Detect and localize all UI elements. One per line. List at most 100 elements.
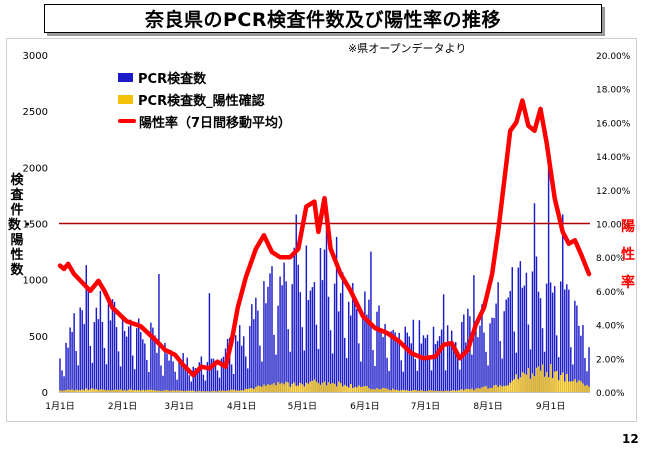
- tests-bar: [566, 284, 568, 392]
- y-right-tick-label: 16.00%: [596, 119, 631, 129]
- tests-bar: [301, 327, 304, 392]
- positives-bar: [384, 388, 386, 392]
- tests-bar: [317, 348, 320, 392]
- tests-bar: [129, 319, 132, 392]
- positives-bar: [265, 385, 267, 392]
- tests-bar: [71, 331, 73, 392]
- tests-bar: [184, 367, 186, 392]
- tests-bar: [523, 285, 526, 392]
- tests-bar: [551, 292, 554, 392]
- positives-bar: [184, 391, 186, 392]
- positives-bar: [315, 381, 318, 392]
- tests-bar: [574, 300, 576, 392]
- positives-bar: [430, 390, 433, 392]
- positives-bar: [442, 391, 445, 392]
- tests-bar: [511, 267, 513, 392]
- tests-bar: [416, 370, 419, 392]
- tests-bar: [287, 329, 289, 392]
- positives-bar: [202, 391, 205, 392]
- positives-bar: [71, 389, 73, 392]
- positives-bar: [140, 390, 142, 392]
- tests-bar: [174, 371, 176, 392]
- legend-swatch-positives: [118, 94, 133, 104]
- positives-bar: [216, 391, 219, 392]
- positives-bar: [426, 390, 429, 392]
- tests-bar: [222, 356, 225, 392]
- positives-bar: [515, 374, 518, 392]
- positives-bar: [531, 373, 534, 392]
- legend: PCR検査数 PCR検査数_陽性確認 陽性率（7日間移動平均）: [118, 66, 291, 132]
- legend-label-positives: PCR検査数_陽性確認: [138, 93, 265, 109]
- legend-entry-positives: PCR検査数_陽性確認: [118, 88, 291, 110]
- x-tick-label: 2月1日: [108, 401, 137, 412]
- positives-bar: [267, 384, 269, 392]
- tests-bar: [136, 328, 138, 392]
- positives-bar: [438, 391, 441, 392]
- positives-bar: [410, 390, 413, 392]
- positives-bar: [418, 390, 421, 392]
- tests-bar: [348, 301, 350, 392]
- positives-bar: [91, 388, 94, 392]
- tests-bar: [337, 311, 340, 392]
- tests-bar: [212, 358, 215, 392]
- positives-bar: [206, 391, 209, 392]
- positives-bar: [73, 390, 75, 392]
- tests-bar: [358, 343, 360, 392]
- positives-bar: [398, 390, 400, 392]
- tests-bar: [376, 311, 378, 392]
- tests-bar: [188, 375, 190, 392]
- positives-bar: [305, 382, 308, 392]
- positives-bar: [582, 383, 584, 392]
- page-title: 奈良県のPCR検査件数及び陽性率の推移: [144, 9, 501, 31]
- positives-bar: [380, 389, 382, 392]
- positives-bar: [273, 383, 275, 392]
- tests-bar: [61, 370, 63, 392]
- positives-bar: [358, 385, 360, 392]
- positives-bar: [424, 391, 427, 392]
- tests-bar: [75, 350, 77, 392]
- positives-bar: [444, 390, 447, 392]
- positives-bar: [309, 381, 312, 392]
- tests-bar: [257, 310, 259, 392]
- tests-bar: [475, 329, 477, 392]
- tests-bar: [125, 336, 128, 392]
- tests-bar: [368, 299, 370, 392]
- tests-bar: [471, 354, 473, 392]
- positives-bar: [553, 371, 556, 392]
- tests-bar: [186, 357, 188, 392]
- positives-bar: [247, 388, 249, 392]
- tests-bar: [303, 350, 306, 392]
- positives-bar: [168, 390, 170, 392]
- positives-bar: [279, 383, 281, 392]
- tests-bar: [295, 214, 297, 392]
- tests-bar: [452, 345, 455, 392]
- positives-bar: [158, 390, 160, 392]
- positives-bar: [121, 390, 124, 392]
- tests-bar: [238, 325, 241, 392]
- positives-bar: [479, 388, 481, 392]
- positives-bar: [483, 386, 485, 392]
- tests-bar: [580, 335, 582, 392]
- positives-bar: [422, 390, 425, 392]
- positives-bar: [291, 383, 293, 392]
- positives-bar: [198, 390, 201, 392]
- tests-bar: [400, 360, 402, 392]
- tests-bar: [152, 327, 154, 392]
- tests-bar: [557, 357, 560, 392]
- positives-bar: [297, 385, 299, 392]
- tests-bar: [208, 293, 211, 392]
- tests-bar: [331, 353, 334, 392]
- positives-bar: [572, 381, 574, 392]
- positives-bar: [190, 390, 192, 392]
- tests-bar: [228, 337, 231, 392]
- tests-bar: [448, 342, 451, 392]
- positives-bar: [503, 385, 505, 392]
- positives-bar: [360, 386, 362, 392]
- tests-bar: [115, 327, 118, 392]
- positives-bar: [551, 377, 554, 392]
- positives-bar: [99, 389, 102, 392]
- tests-bar: [366, 314, 368, 392]
- positives-bar: [525, 374, 528, 392]
- tests-bar: [436, 340, 439, 392]
- tests-bar: [279, 276, 281, 392]
